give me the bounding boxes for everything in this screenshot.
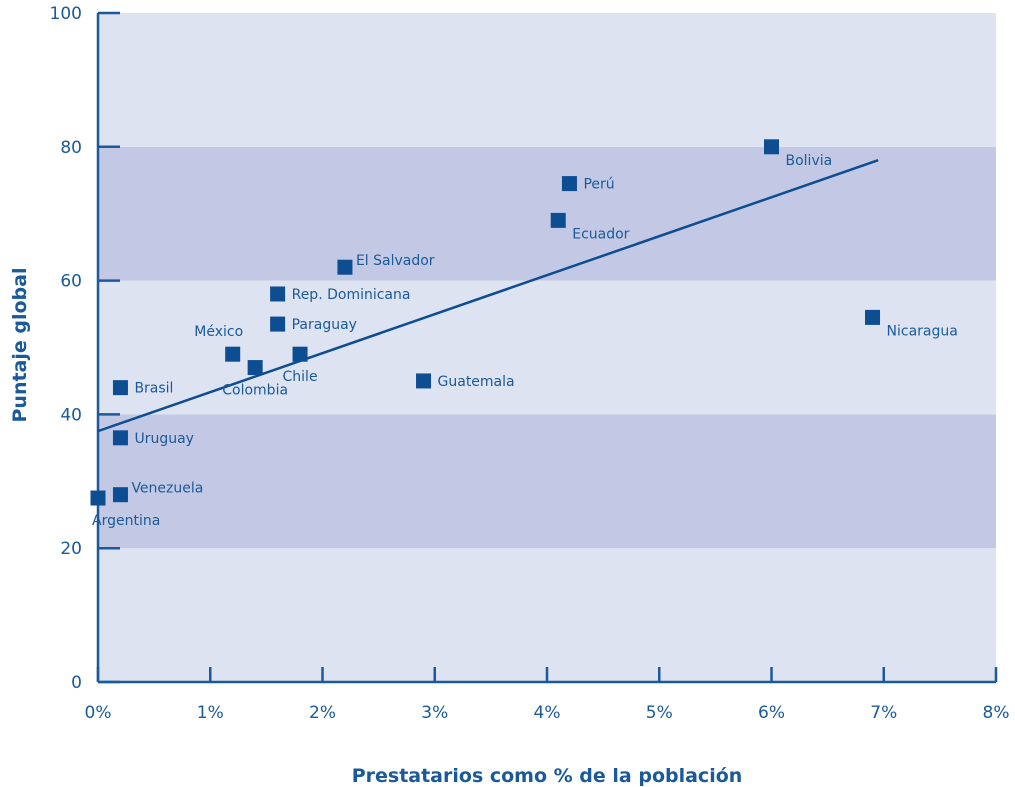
x-tick-label: 7%: [870, 703, 897, 723]
x-tick-label: 3%: [421, 703, 448, 723]
point-label: Guatemala: [438, 374, 515, 390]
data-point: [292, 346, 308, 362]
x-axis-title: Prestatarios como % de la población: [352, 765, 743, 787]
data-point: [270, 286, 286, 302]
point-label: Perú: [583, 177, 614, 193]
point-label: Argentina: [92, 513, 160, 529]
point-labels: Argentina Venezuela Uruguay Brasil México Col…: [92, 153, 958, 529]
band-0: [98, 548, 996, 682]
point-label: Brasil: [134, 381, 173, 397]
x-tick-label: 8%: [983, 703, 1010, 723]
band-1: [98, 414, 996, 549]
band-2: [98, 280, 996, 415]
data-points: [90, 139, 881, 506]
data-point: [764, 139, 779, 155]
x-tick-label: 6%: [758, 703, 785, 723]
background-bands: [98, 13, 996, 682]
data-point: [247, 360, 263, 376]
point-label: Rep. Dominicana: [292, 287, 411, 303]
data-point: [561, 176, 577, 192]
data-point: [865, 309, 881, 325]
data-point: [416, 373, 432, 389]
x-tick-label: 2%: [309, 703, 336, 723]
y-tick-label: 20: [60, 539, 82, 559]
axes: 0 20 40 60 80 100 0% 1% 2% 3% 4% 5% 6% 7% 8%: [50, 4, 1010, 723]
band-4: [98, 13, 996, 147]
y-axis-title: Puntaje global: [9, 268, 31, 423]
point-label: Chile: [283, 369, 318, 385]
trendline: [97, 158, 879, 433]
y-tick-label: 60: [60, 272, 82, 292]
point-label: Paraguay: [292, 317, 357, 333]
band-3: [98, 146, 996, 281]
y-tick-label: 0: [71, 673, 82, 693]
x-tick-label: 1%: [197, 703, 224, 723]
y-tick-label: 100: [50, 4, 82, 24]
point-label: Colombia: [222, 383, 288, 399]
point-label: Ecuador: [572, 226, 629, 242]
point-label: Venezuela: [131, 481, 203, 497]
data-point: [337, 259, 353, 275]
data-point: [225, 346, 241, 362]
data-point: [112, 380, 128, 396]
point-label: Bolivia: [786, 153, 833, 169]
y-tick-label: 40: [60, 405, 82, 425]
x-tick-label: 0%: [85, 703, 112, 723]
point-label: México: [194, 324, 243, 340]
data-point: [112, 430, 128, 446]
data-point: [90, 490, 106, 506]
trendline-group: [97, 158, 879, 433]
point-label: El Salvador: [356, 253, 435, 269]
data-point: [550, 212, 566, 228]
x-tick-label: 4%: [534, 703, 561, 723]
x-tick-label: 5%: [646, 703, 673, 723]
data-point: [112, 487, 128, 503]
y-tick-label: 80: [60, 138, 82, 158]
point-label: Nicaragua: [887, 323, 958, 339]
point-label: Uruguay: [134, 431, 194, 447]
data-point: [270, 316, 286, 332]
